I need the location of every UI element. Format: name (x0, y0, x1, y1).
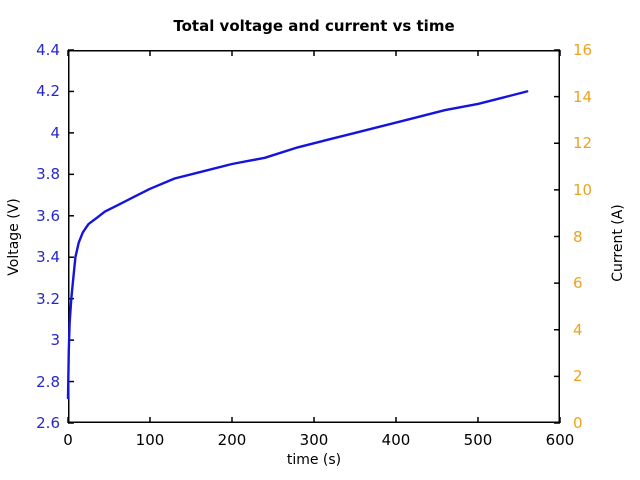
y-right-tick-label: 4 (573, 320, 583, 339)
y-left-tick-label: 3.2 (36, 289, 60, 308)
y-left-tick-label: 2.6 (36, 414, 60, 432)
voltage-curve (66, 90, 529, 400)
y-right-tick-label: 2 (573, 367, 583, 386)
y-right-tick-label: 10 (573, 180, 593, 199)
y-left-tick-label: 3.4 (36, 248, 60, 267)
chart-title: Total voltage and current vs time (173, 17, 455, 35)
y-left-tick-label: 4 (50, 123, 60, 142)
y-right-tick-label: 8 (573, 227, 583, 246)
y-right-tick-label: 0 (573, 414, 583, 432)
y-right-tick-label: 6 (573, 274, 583, 293)
y-left-tick-label: 3.6 (36, 206, 60, 225)
x-tick-label: 200 (217, 431, 247, 449)
y-left-tick-label: 3.8 (36, 165, 60, 184)
x-tick-label: 0 (63, 431, 73, 449)
y-left-tick-label: 4.2 (36, 82, 60, 101)
y-left-tick-label: 3 (50, 331, 60, 350)
y-left-tick-label: 2.8 (36, 372, 60, 391)
plot-frame (68, 50, 560, 423)
plot-area (66, 49, 561, 424)
y-right-tick-label: 16 (573, 41, 593, 59)
x-axis-title: time (s) (286, 452, 342, 468)
y-right-tick-label: 14 (573, 87, 593, 106)
x-tick-label: 600 (545, 431, 575, 449)
x-tick-label: 300 (299, 431, 329, 449)
x-tick-label: 100 (135, 431, 165, 449)
x-tick-label: 400 (381, 431, 411, 449)
y-left-tick-label: 4.4 (36, 41, 60, 59)
x-tick-label: 500 (463, 431, 493, 449)
y-right-tick-label: 12 (573, 134, 593, 153)
